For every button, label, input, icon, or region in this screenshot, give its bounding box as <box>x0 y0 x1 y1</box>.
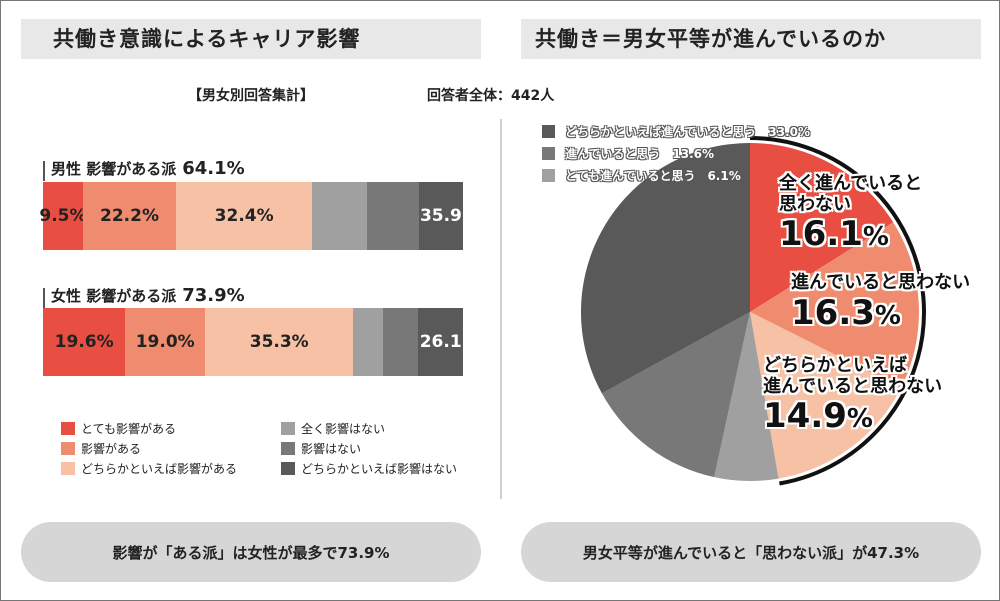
legend-item: どちらかといえば影響がある <box>61 458 237 478</box>
bar-segment: 32.4% <box>176 182 313 250</box>
bar-legend-negative: 全く影響はない 影響はない どちらかといえば影響はない <box>281 418 457 478</box>
pie-slice <box>601 312 750 478</box>
left-subtitle: 【男女別回答集計】 <box>188 88 314 104</box>
bar-segment-label: 19.0% <box>135 332 195 352</box>
legend-swatch <box>542 124 555 138</box>
right-title-band <box>521 19 981 59</box>
bar-segment-label: 19.6% <box>54 332 114 352</box>
legend-swatch <box>61 461 75 475</box>
callout-line: 思わない <box>779 193 851 215</box>
pie-callout-not-at-all: 全く進んでいると 思わない 16.1% <box>779 173 923 255</box>
bar-segment: 9.5% <box>39 182 87 250</box>
bar-segment: 35.3% <box>205 308 354 376</box>
female-group-total: 73.9% <box>182 285 245 306</box>
bar-segment-label: 22.2% <box>100 206 159 226</box>
legend-label: どちらかといえば影響がある <box>81 461 238 476</box>
pie-callout-somewhat: どちらかといえば 進んでいると思わない 14.9% <box>763 355 943 437</box>
right-summary-pill: 男女平等が進んでいると「思わない派」が47.3% <box>521 522 981 582</box>
bar-segment-label: 35.3% <box>249 332 309 352</box>
female-group-label: 女性 影響がある派 73.9% <box>51 285 245 306</box>
pie-legend-item: とても進んでいると思う 6.1% <box>542 164 813 186</box>
pie-slice <box>750 143 894 312</box>
bar-segment <box>312 182 368 250</box>
callout-line: どちらかといえば <box>763 355 907 376</box>
bar-segment-label: 32.4% <box>214 206 274 226</box>
pie-slice <box>750 222 919 388</box>
pie-callout-dont-think: 進んでいると思わない 16.3% <box>791 272 971 333</box>
legend-item: とても影響がある <box>61 418 237 438</box>
bar-segment-label: 26.1 <box>419 332 462 352</box>
bar-segment <box>353 308 383 376</box>
female-group-title: 女性 影響がある派 <box>51 287 177 305</box>
bar-segment: 19.0% <box>125 308 206 376</box>
right-title: 共働き＝男女平等が進んでいるのか <box>535 27 886 51</box>
female-group-rule <box>43 288 45 308</box>
left-summary-pill: 影響が「ある派」は女性が最多で73.9% <box>21 522 481 582</box>
legend-item: 全く影響はない <box>281 418 457 438</box>
pie-slice <box>714 312 779 482</box>
male-group-label: 男性 影響がある派 64.1% <box>51 158 245 179</box>
callout-value: 16.3% <box>791 292 901 333</box>
legend-swatch <box>61 421 75 435</box>
callout-line: 進んでいると思わない <box>763 375 943 397</box>
callout-value: 16.1% <box>779 214 889 255</box>
respondent-total: 回答者全体：442人 <box>427 88 555 104</box>
legend-item: 影響がある <box>61 438 237 458</box>
pie-legend-item: どちらかといえば進んでいると思う 33.0% <box>542 120 813 142</box>
bar-segment <box>367 182 419 250</box>
panel-divider <box>500 119 502 499</box>
legend-label: 全く影響はない <box>301 421 386 436</box>
bar-segment: 19.6% <box>43 308 126 376</box>
callout-value: 14.9% <box>763 396 873 437</box>
legend-swatch <box>281 441 295 455</box>
legend-label: とても影響がある <box>81 421 177 436</box>
callout-line: 全く進んでいると <box>779 173 923 194</box>
legend-swatch <box>542 168 555 182</box>
legend-swatch <box>542 146 555 160</box>
left-title: 共働き意識によるキャリア影響 <box>53 27 361 51</box>
pie-legend-label: とても進んでいると思う 6.1% <box>565 168 741 183</box>
legend-item: 影響はない <box>281 438 457 458</box>
male-group-rule <box>43 161 45 181</box>
left-title-band <box>21 19 481 59</box>
bar-legend-positive: とても影響がある 影響がある どちらかといえば影響がある <box>61 418 237 478</box>
legend-swatch <box>61 441 75 455</box>
bar-segment: 26.1 <box>418 308 463 376</box>
male-group-title: 男性 影響がある派 <box>51 160 177 178</box>
pie-legend-item: 進んでいると思う 13.6% <box>542 142 813 164</box>
female-stacked-bar: 19.6% 19.0% 35.3% 26.1 <box>43 308 463 376</box>
male-group-total: 64.1% <box>182 158 245 179</box>
bar-segment <box>382 308 419 376</box>
legend-label: 影響がある <box>81 441 142 456</box>
pie-legend-label: どちらかといえば進んでいると思う 33.0% <box>565 124 811 139</box>
legend-swatch <box>281 461 295 475</box>
pie-slice <box>750 312 902 479</box>
legend-item: どちらかといえば影響はない <box>281 458 457 478</box>
male-stacked-bar: 9.5% 22.2% 32.4% 35.9 <box>39 182 463 250</box>
pie-slice <box>580 143 750 394</box>
callout-line: 進んでいると思わない <box>791 272 971 293</box>
bar-segment-label: 9.5% <box>39 206 87 226</box>
legend-label: どちらかといえば影響はない <box>301 461 458 476</box>
legend-swatch <box>281 421 295 435</box>
pie-legend: どちらかといえば進んでいると思う 33.0% 進んでいると思う 13.6% とて… <box>542 120 813 186</box>
negative-arc-outline <box>749 136 926 486</box>
legend-label: 影響はない <box>301 441 362 456</box>
pie-legend-label: 進んでいると思う 13.6% <box>565 146 715 161</box>
bar-segment-label: 35.9 <box>419 206 462 226</box>
bar-segment: 22.2% <box>82 182 177 250</box>
bar-segment: 35.9 <box>418 182 463 250</box>
